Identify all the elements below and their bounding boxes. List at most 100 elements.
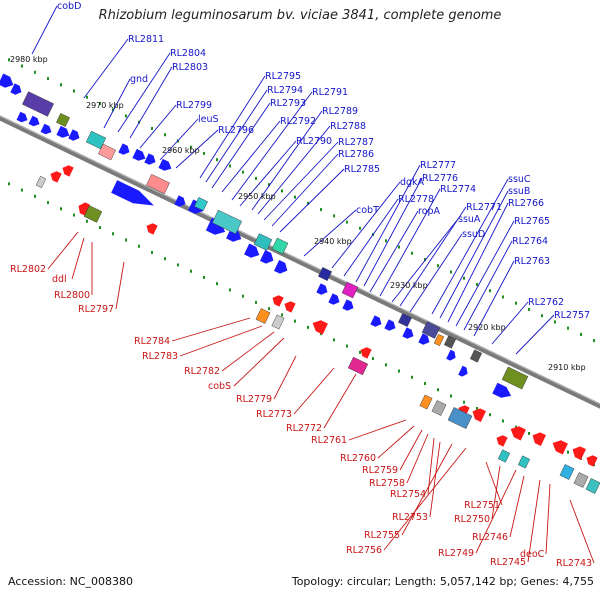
genome-backbone	[0, 115, 600, 409]
reverse-gene-label-line	[399, 429, 423, 471]
scale-tick	[398, 369, 400, 373]
scale-tick	[489, 413, 491, 417]
forward-gene-label: RL2777	[420, 160, 456, 171]
scale-tick	[216, 282, 218, 286]
forward-gene-label: RL2791	[312, 87, 348, 98]
forward-gene-label: RL2765	[514, 216, 550, 227]
forward-gene-arrow	[174, 195, 186, 207]
forward-gene-arrow	[28, 115, 40, 127]
scale-tick	[463, 400, 465, 404]
forward-gene-label: RL2794	[267, 85, 303, 96]
reverse-gene-label-line	[115, 261, 125, 310]
scale-tick	[541, 314, 543, 318]
scale-tick	[242, 170, 244, 174]
forward-gene-label-line	[117, 52, 171, 133]
scale-tick	[125, 238, 127, 242]
forward-gene-label-line	[463, 240, 513, 331]
reverse-feature-box	[255, 308, 271, 324]
forward-gene-arrow	[0, 73, 14, 88]
reverse-gene-label-line	[71, 237, 85, 280]
forward-gene-arrow	[446, 349, 456, 361]
forward-gene-arrow	[68, 129, 80, 141]
forward-feature-box	[85, 130, 107, 150]
scale-tick	[398, 245, 400, 249]
label-line-layer	[31, 5, 595, 564]
reverse-gene-label-line	[179, 325, 263, 357]
forward-gene-label-line	[303, 209, 357, 257]
forward-feature-box	[318, 267, 332, 281]
forward-gene-label-line	[363, 177, 423, 287]
forward-gene-label: RL2795	[265, 71, 301, 82]
reverse-gene-label-line	[485, 461, 503, 506]
forward-gene-label-line	[355, 164, 421, 283]
forward-gene-label: leuS	[198, 114, 219, 125]
scale-tick	[216, 158, 218, 162]
forward-gene-label: RL2776	[422, 173, 458, 184]
forward-gene-label-line	[239, 140, 297, 207]
forward-gene-label-line	[455, 220, 515, 327]
forward-gene-label: gnd	[130, 74, 148, 85]
scale-tick	[138, 244, 140, 248]
kbp-label: 2940 kbp	[314, 237, 352, 246]
forward-gene-label-line	[379, 188, 441, 297]
scale-tick	[60, 83, 62, 87]
forward-gene-label-line	[159, 118, 199, 161]
forward-gene-label-line	[331, 181, 401, 269]
scale-tick	[424, 382, 426, 386]
kbp-tick-layer	[8, 58, 595, 467]
forward-gene-label-line	[439, 190, 509, 319]
scale-tick	[177, 263, 179, 267]
scale-tick	[229, 288, 231, 292]
reverse-gene-label: cobS	[208, 381, 231, 392]
forward-gene-label: RL2790	[296, 136, 332, 147]
reverse-gene-label: RL2760	[340, 453, 376, 464]
scale-tick	[112, 108, 114, 112]
forward-gene-arrow	[16, 111, 28, 123]
reverse-gene-label: RL2751	[464, 500, 500, 511]
reverse-feature-box	[35, 175, 47, 189]
genome-backbone-highlight	[0, 115, 600, 405]
scale-tick	[60, 207, 62, 211]
forward-gene-label: RL2787	[338, 137, 374, 148]
map-title: Rhizobium leguminosarum bv. viciae 3841,…	[98, 8, 502, 23]
reverse-feature-box	[573, 472, 589, 488]
forward-gene-label-line	[515, 314, 555, 355]
scale-tick	[151, 250, 153, 254]
scale-tick	[320, 208, 322, 212]
forward-gene-label: RL2766	[508, 198, 544, 209]
forward-gene-arrow	[418, 333, 430, 345]
accession-text: Accession: NC_008380	[8, 575, 134, 588]
forward-gene-label: dgkA	[400, 177, 425, 188]
scale-tick	[489, 289, 491, 293]
reverse-feature-box	[447, 407, 473, 429]
reverse-gene-arrow	[572, 446, 587, 461]
scale-tick	[593, 339, 595, 343]
reverse-gene-label: RL2755	[364, 530, 400, 541]
reverse-gene-label-line	[527, 479, 541, 563]
kbp-label: 2920 kbp	[468, 323, 506, 332]
forward-feature-box	[341, 281, 359, 299]
forward-gene-arrow	[259, 249, 274, 264]
forward-gene-label-line	[399, 206, 467, 307]
forward-gene-arrow	[111, 180, 154, 206]
reverse-gene-label-line	[47, 231, 79, 270]
reverse-gene-label-line	[401, 443, 453, 536]
forward-gene-arrow	[458, 365, 468, 377]
forward-gene-label: RL2811	[128, 34, 164, 45]
forward-gene-label-line	[175, 129, 219, 169]
reverse-gene-label: RL2761	[311, 435, 347, 446]
scale-tick	[567, 326, 569, 330]
scale-tick	[554, 320, 556, 324]
forward-gene-arrow	[316, 283, 328, 295]
forward-gene-label-line	[221, 120, 281, 193]
scale-tick	[47, 77, 49, 81]
reverse-gene-label-line	[491, 465, 501, 520]
forward-feature-box	[22, 91, 54, 117]
kbp-label: 2970 kbp	[86, 101, 124, 110]
reverse-gene-arrow	[552, 440, 568, 455]
forward-gene-label-line	[391, 218, 459, 303]
reverse-gene-arrow	[532, 432, 547, 447]
forward-feature-box	[421, 321, 441, 339]
forward-gene-arrow	[402, 327, 414, 339]
scale-tick	[502, 419, 504, 423]
